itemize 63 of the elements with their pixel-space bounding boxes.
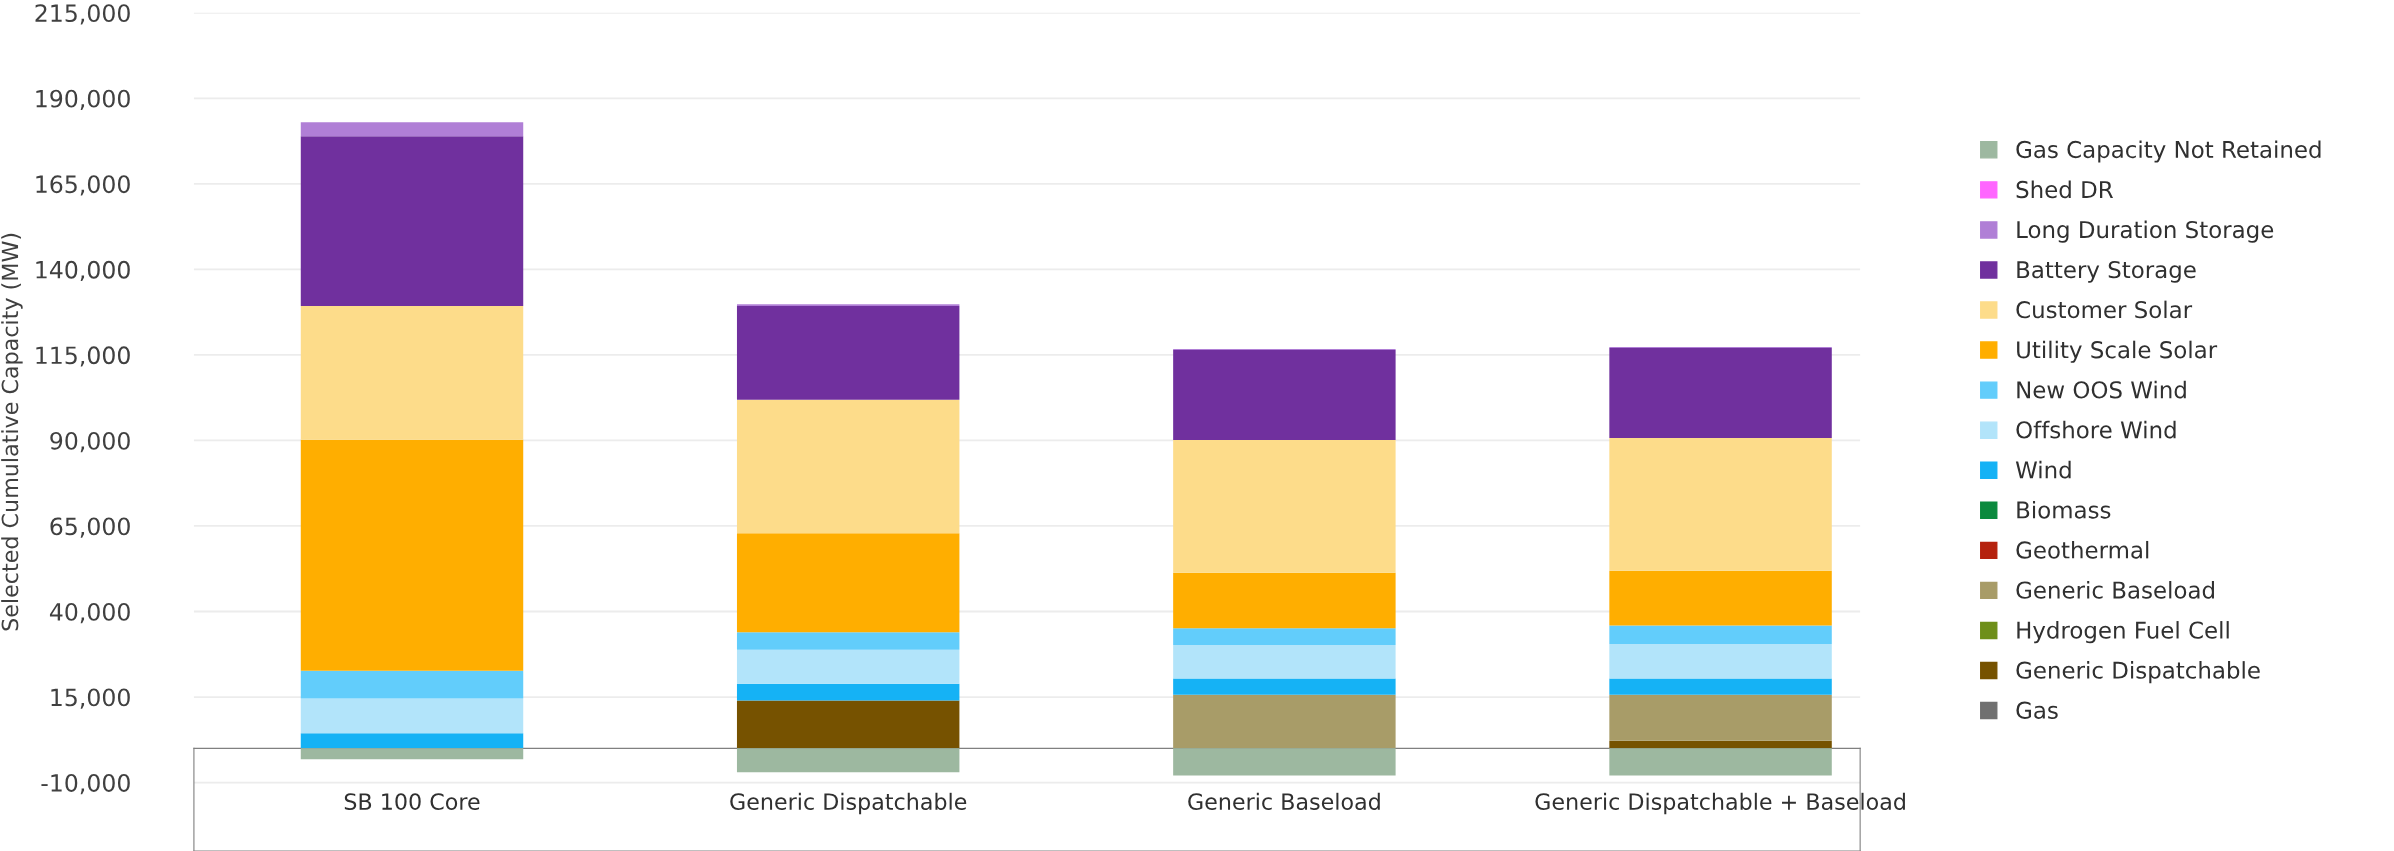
bar <box>1173 678 1396 695</box>
bar <box>300 670 524 699</box>
bar <box>736 399 960 534</box>
y-tick-label: 140,000 <box>36 260 130 282</box>
x-tick-label: Generic Baseload <box>1188 792 1380 810</box>
y-tick-label: 215,000 <box>35 4 130 25</box>
bar <box>736 305 960 400</box>
legend-label: Shed DR <box>2016 180 2114 199</box>
bar <box>300 136 524 306</box>
legend-label: Battery Storage <box>2017 260 2196 283</box>
legend-label: Hydrogen Fuel Cell <box>2017 621 2229 644</box>
bar <box>1609 438 1832 571</box>
y-tick-label: 165,000 <box>36 175 130 196</box>
bar <box>300 439 524 671</box>
y-tick-label: 115,000 <box>36 346 130 367</box>
bar <box>1609 678 1832 695</box>
bar <box>300 305 524 440</box>
y-tick-label: 15,000 <box>51 688 130 709</box>
bar <box>736 533 960 633</box>
legend-label: Gas <box>2016 701 2058 719</box>
y-tick-label: 190,000 <box>36 89 130 111</box>
legend-label: Gas Capacity Not Retained <box>2016 140 2321 163</box>
y-tick-label: 90,000 <box>50 431 130 453</box>
bar <box>1173 350 1396 441</box>
bar <box>1609 625 1832 645</box>
bar <box>1609 348 1832 439</box>
bar <box>300 748 524 760</box>
bar <box>300 698 524 734</box>
legend-label: Generic Dispatchable <box>2016 661 2260 684</box>
bar <box>1173 628 1396 646</box>
bar <box>736 700 960 749</box>
bar <box>1173 748 1396 776</box>
bar <box>300 122 524 137</box>
bar <box>1609 748 1832 776</box>
legend-label: Wind <box>2015 460 2071 479</box>
bar <box>1173 645 1396 679</box>
y-tick-label: 65,000 <box>50 517 130 538</box>
y-axis-title: Selected Cumulative Capacity (MW) <box>1 233 23 631</box>
legend-label: Generic Baseload <box>2016 581 2214 599</box>
legend-label: Customer Solar <box>2016 300 2193 319</box>
bar <box>1173 440 1396 573</box>
bar <box>736 683 960 701</box>
bar <box>1609 570 1832 626</box>
x-tick-label: SB 100 Core <box>344 793 480 810</box>
bar <box>1173 572 1396 629</box>
x-tick-label: Generic Dispatchable + Baseload <box>1535 792 1905 815</box>
legend-label: Offshore Wind <box>2016 420 2176 439</box>
bar <box>1173 694 1396 749</box>
x-tick-label: Generic Dispatchable <box>730 792 967 815</box>
legend-label: Long Duration Storage <box>2017 220 2274 243</box>
bar <box>736 632 960 650</box>
legend-label: Biomass <box>2017 500 2111 519</box>
bar <box>736 748 960 773</box>
bar <box>736 649 960 684</box>
bar <box>300 733 524 749</box>
legend-label: Utility Scale Solar <box>2017 340 2218 363</box>
y-tick-label: 40,000 <box>49 602 130 624</box>
bar <box>1609 644 1832 679</box>
bar <box>1609 740 1832 749</box>
y-tick-label: -10,000 <box>41 774 130 795</box>
legend-label: Geothermal <box>2016 540 2149 559</box>
bar <box>1609 694 1832 741</box>
legend-label: New OOS Wind <box>2017 380 2186 399</box>
